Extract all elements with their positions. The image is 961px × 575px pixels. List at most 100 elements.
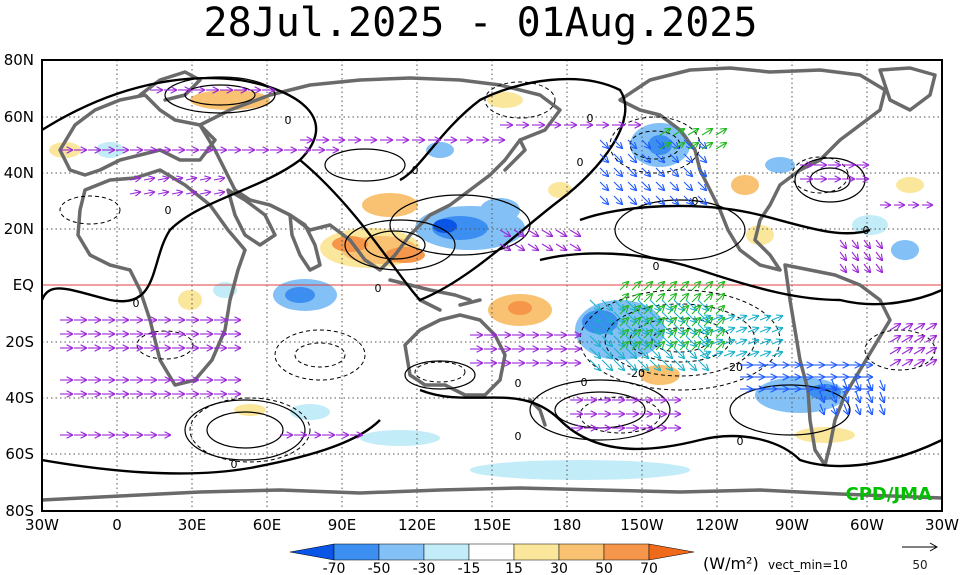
flux-vector xyxy=(171,192,182,194)
lon-label: 30E xyxy=(178,516,207,534)
flux-vector xyxy=(715,306,724,315)
contour-label: 0 xyxy=(231,458,238,471)
flux-vector xyxy=(691,306,700,315)
flux-vector xyxy=(889,336,900,343)
contour-label: 0 xyxy=(737,435,744,448)
flux-vector xyxy=(856,391,860,402)
colorbar-swatch xyxy=(378,543,425,561)
lon-label: 150E xyxy=(473,516,511,534)
anomaly-patch xyxy=(290,404,330,420)
lat-label: 40N xyxy=(4,164,34,182)
coastline-india xyxy=(288,213,322,272)
flux-vector xyxy=(925,324,936,331)
anomaly-patch xyxy=(852,215,888,235)
flux-vector xyxy=(673,347,684,358)
flux-vector xyxy=(655,195,664,204)
flux-vector xyxy=(619,294,628,303)
flux-vector xyxy=(759,340,770,344)
flux-vector xyxy=(661,359,672,370)
flux-vector xyxy=(875,263,882,272)
flux-vector xyxy=(839,239,846,248)
flux-vector xyxy=(613,167,622,176)
lat-label: 60N xyxy=(4,108,34,126)
flux-vector xyxy=(679,318,688,327)
flux-vector xyxy=(715,129,726,136)
flux-vector xyxy=(679,330,688,339)
flux-vector xyxy=(701,129,712,136)
flux-vector xyxy=(589,299,600,310)
colorbar-label: -30 xyxy=(413,561,436,575)
anomaly-patch xyxy=(548,182,572,198)
flux-vector xyxy=(667,282,676,291)
flux-vector xyxy=(711,340,722,344)
contour-label: 0 xyxy=(165,204,172,217)
flux-vector xyxy=(697,139,706,148)
flux-vector xyxy=(715,294,724,303)
flux-vector xyxy=(655,342,664,351)
colorbar: -70 -50 -30 -15 15 30 50 70 xyxy=(289,543,695,575)
colorbar-label: 70 xyxy=(640,561,658,575)
flux-vector xyxy=(643,342,652,351)
flux-vector xyxy=(687,129,698,136)
flux-vector xyxy=(655,306,664,315)
flux-vector xyxy=(699,328,710,332)
flux-vector xyxy=(913,348,924,355)
flux-vector xyxy=(856,379,860,390)
flux-vector xyxy=(844,379,848,390)
lat-label: 20N xyxy=(4,220,34,238)
flux-vector xyxy=(631,342,640,351)
coastline-japan xyxy=(503,138,527,172)
flux-vector xyxy=(655,318,664,327)
flux-vector xyxy=(875,239,882,248)
anomaly-patch xyxy=(487,92,523,108)
flux-vector xyxy=(673,129,684,136)
anomaly-patch xyxy=(332,236,368,252)
anomaly-patch xyxy=(480,198,520,222)
flux-vector xyxy=(157,192,168,194)
flux-vector xyxy=(679,282,688,291)
flux-vector xyxy=(685,359,696,370)
flux-vector xyxy=(715,282,724,291)
anomaly-patch xyxy=(362,193,418,217)
coastline-arabia xyxy=(226,188,277,247)
flux-vector xyxy=(699,340,710,344)
flux-vector xyxy=(627,167,636,176)
contour-label: 0 xyxy=(692,195,699,208)
flux-vector xyxy=(589,323,600,334)
flux-vector xyxy=(925,348,936,355)
unit-label: (W/m²) xyxy=(703,554,759,573)
anomaly-patch xyxy=(891,240,919,260)
reference-vector-label: 50 xyxy=(912,558,927,572)
flux-vector xyxy=(703,282,712,291)
flux-vector xyxy=(619,306,628,315)
credit-label: CPD/JMA xyxy=(846,484,933,505)
flux-vector xyxy=(659,129,670,136)
lon-label: 30W xyxy=(25,516,59,534)
flux-vector xyxy=(513,229,524,236)
flux-vector xyxy=(157,178,168,180)
flux-vector xyxy=(875,251,882,260)
flux-vector xyxy=(723,328,734,332)
flux-vector xyxy=(679,342,688,351)
flux-vector xyxy=(703,294,712,303)
flux-vector xyxy=(641,167,650,176)
colorbar-label: -50 xyxy=(368,561,391,575)
coastline-greenland xyxy=(878,66,937,112)
flux-vector xyxy=(619,330,628,339)
flux-vector xyxy=(143,192,154,194)
flux-vector xyxy=(759,328,770,332)
flux-vector xyxy=(832,391,836,402)
flux-vector xyxy=(901,324,912,331)
flux-vector xyxy=(631,294,640,303)
flux-vector xyxy=(771,316,782,320)
flux-vector xyxy=(527,243,538,250)
flux-vector xyxy=(851,239,858,248)
flux-vector xyxy=(711,328,722,332)
flux-vector xyxy=(820,403,824,414)
coastline-maritime xyxy=(388,278,482,312)
colorbar-label: 15 xyxy=(505,561,523,575)
flux-vector xyxy=(669,153,678,162)
flux-vector xyxy=(839,251,846,260)
flux-vector xyxy=(747,316,758,320)
flux-vector xyxy=(687,143,698,150)
